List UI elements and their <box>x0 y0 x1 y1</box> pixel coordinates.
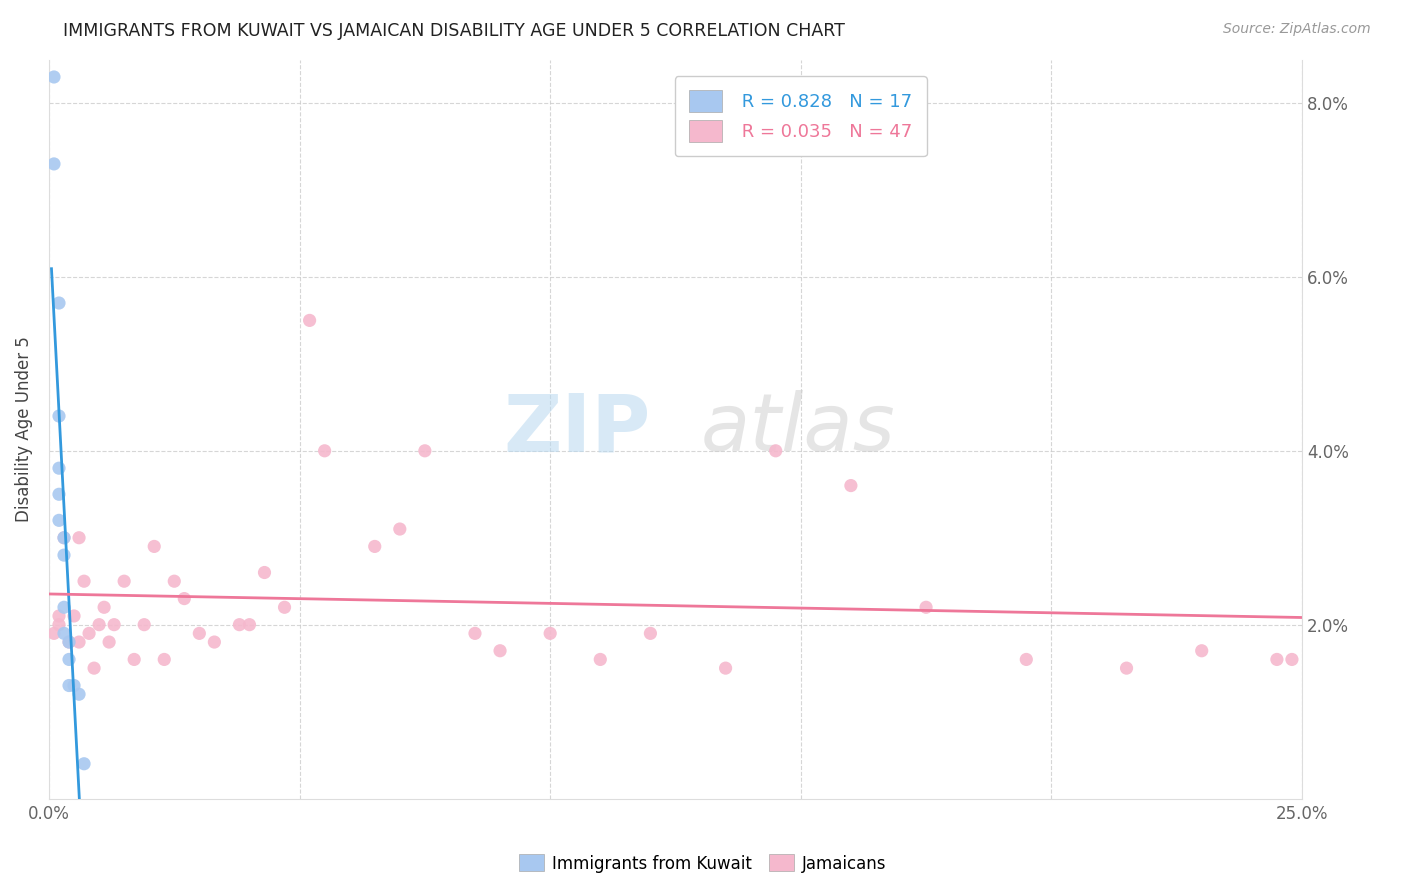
Point <box>388 522 411 536</box>
Point <box>42 157 65 171</box>
Point <box>73 756 96 771</box>
Point <box>640 626 662 640</box>
Point <box>1191 644 1213 658</box>
Point <box>58 635 80 649</box>
Point <box>63 679 86 693</box>
Point <box>48 513 70 527</box>
Point <box>63 609 86 624</box>
Point <box>134 617 156 632</box>
Point <box>413 443 436 458</box>
Point <box>48 461 70 475</box>
Point <box>298 313 321 327</box>
Point <box>48 609 70 624</box>
Point <box>538 626 561 640</box>
Point <box>1015 652 1038 666</box>
Text: IMMIGRANTS FROM KUWAIT VS JAMAICAN DISABILITY AGE UNDER 5 CORRELATION CHART: IMMIGRANTS FROM KUWAIT VS JAMAICAN DISAB… <box>63 22 845 40</box>
Point <box>67 635 90 649</box>
Point <box>112 574 135 589</box>
Point <box>765 443 787 458</box>
Point <box>228 617 250 632</box>
Text: atlas: atlas <box>700 390 896 468</box>
Point <box>915 600 938 615</box>
Point <box>48 617 70 632</box>
Point <box>364 540 387 554</box>
Point <box>53 531 76 545</box>
Point <box>1265 652 1288 666</box>
Point <box>1281 652 1303 666</box>
Point <box>714 661 737 675</box>
Point <box>253 566 276 580</box>
Point <box>53 600 76 615</box>
Point <box>48 487 70 501</box>
Point <box>58 652 80 666</box>
Y-axis label: Disability Age Under 5: Disability Age Under 5 <box>15 336 32 522</box>
Point <box>202 635 225 649</box>
Point <box>238 617 260 632</box>
Point <box>48 409 70 423</box>
Point <box>87 617 110 632</box>
Point <box>53 626 76 640</box>
Point <box>83 661 105 675</box>
Point <box>314 443 336 458</box>
Point <box>122 652 145 666</box>
Point <box>42 626 65 640</box>
Point <box>77 626 100 640</box>
Text: ZIP: ZIP <box>503 390 651 468</box>
Point <box>67 687 90 701</box>
Point <box>273 600 295 615</box>
Point <box>58 635 80 649</box>
Point <box>103 617 125 632</box>
Point <box>67 531 90 545</box>
Point <box>1115 661 1137 675</box>
Point <box>58 679 80 693</box>
Point <box>73 574 96 589</box>
Point <box>98 635 121 649</box>
Legend: Immigrants from Kuwait, Jamaicans: Immigrants from Kuwait, Jamaicans <box>512 847 894 880</box>
Point <box>839 478 862 492</box>
Legend:  R = 0.828   N = 17,  R = 0.035   N = 47: R = 0.828 N = 17, R = 0.035 N = 47 <box>675 76 927 156</box>
Point <box>173 591 195 606</box>
Point <box>188 626 211 640</box>
Text: Source: ZipAtlas.com: Source: ZipAtlas.com <box>1223 22 1371 37</box>
Point <box>489 644 512 658</box>
Point <box>143 540 166 554</box>
Point <box>48 296 70 310</box>
Point <box>93 600 115 615</box>
Point <box>153 652 176 666</box>
Point <box>589 652 612 666</box>
Point <box>42 70 65 84</box>
Point <box>464 626 486 640</box>
Point <box>163 574 186 589</box>
Point <box>53 548 76 562</box>
Point <box>53 531 76 545</box>
